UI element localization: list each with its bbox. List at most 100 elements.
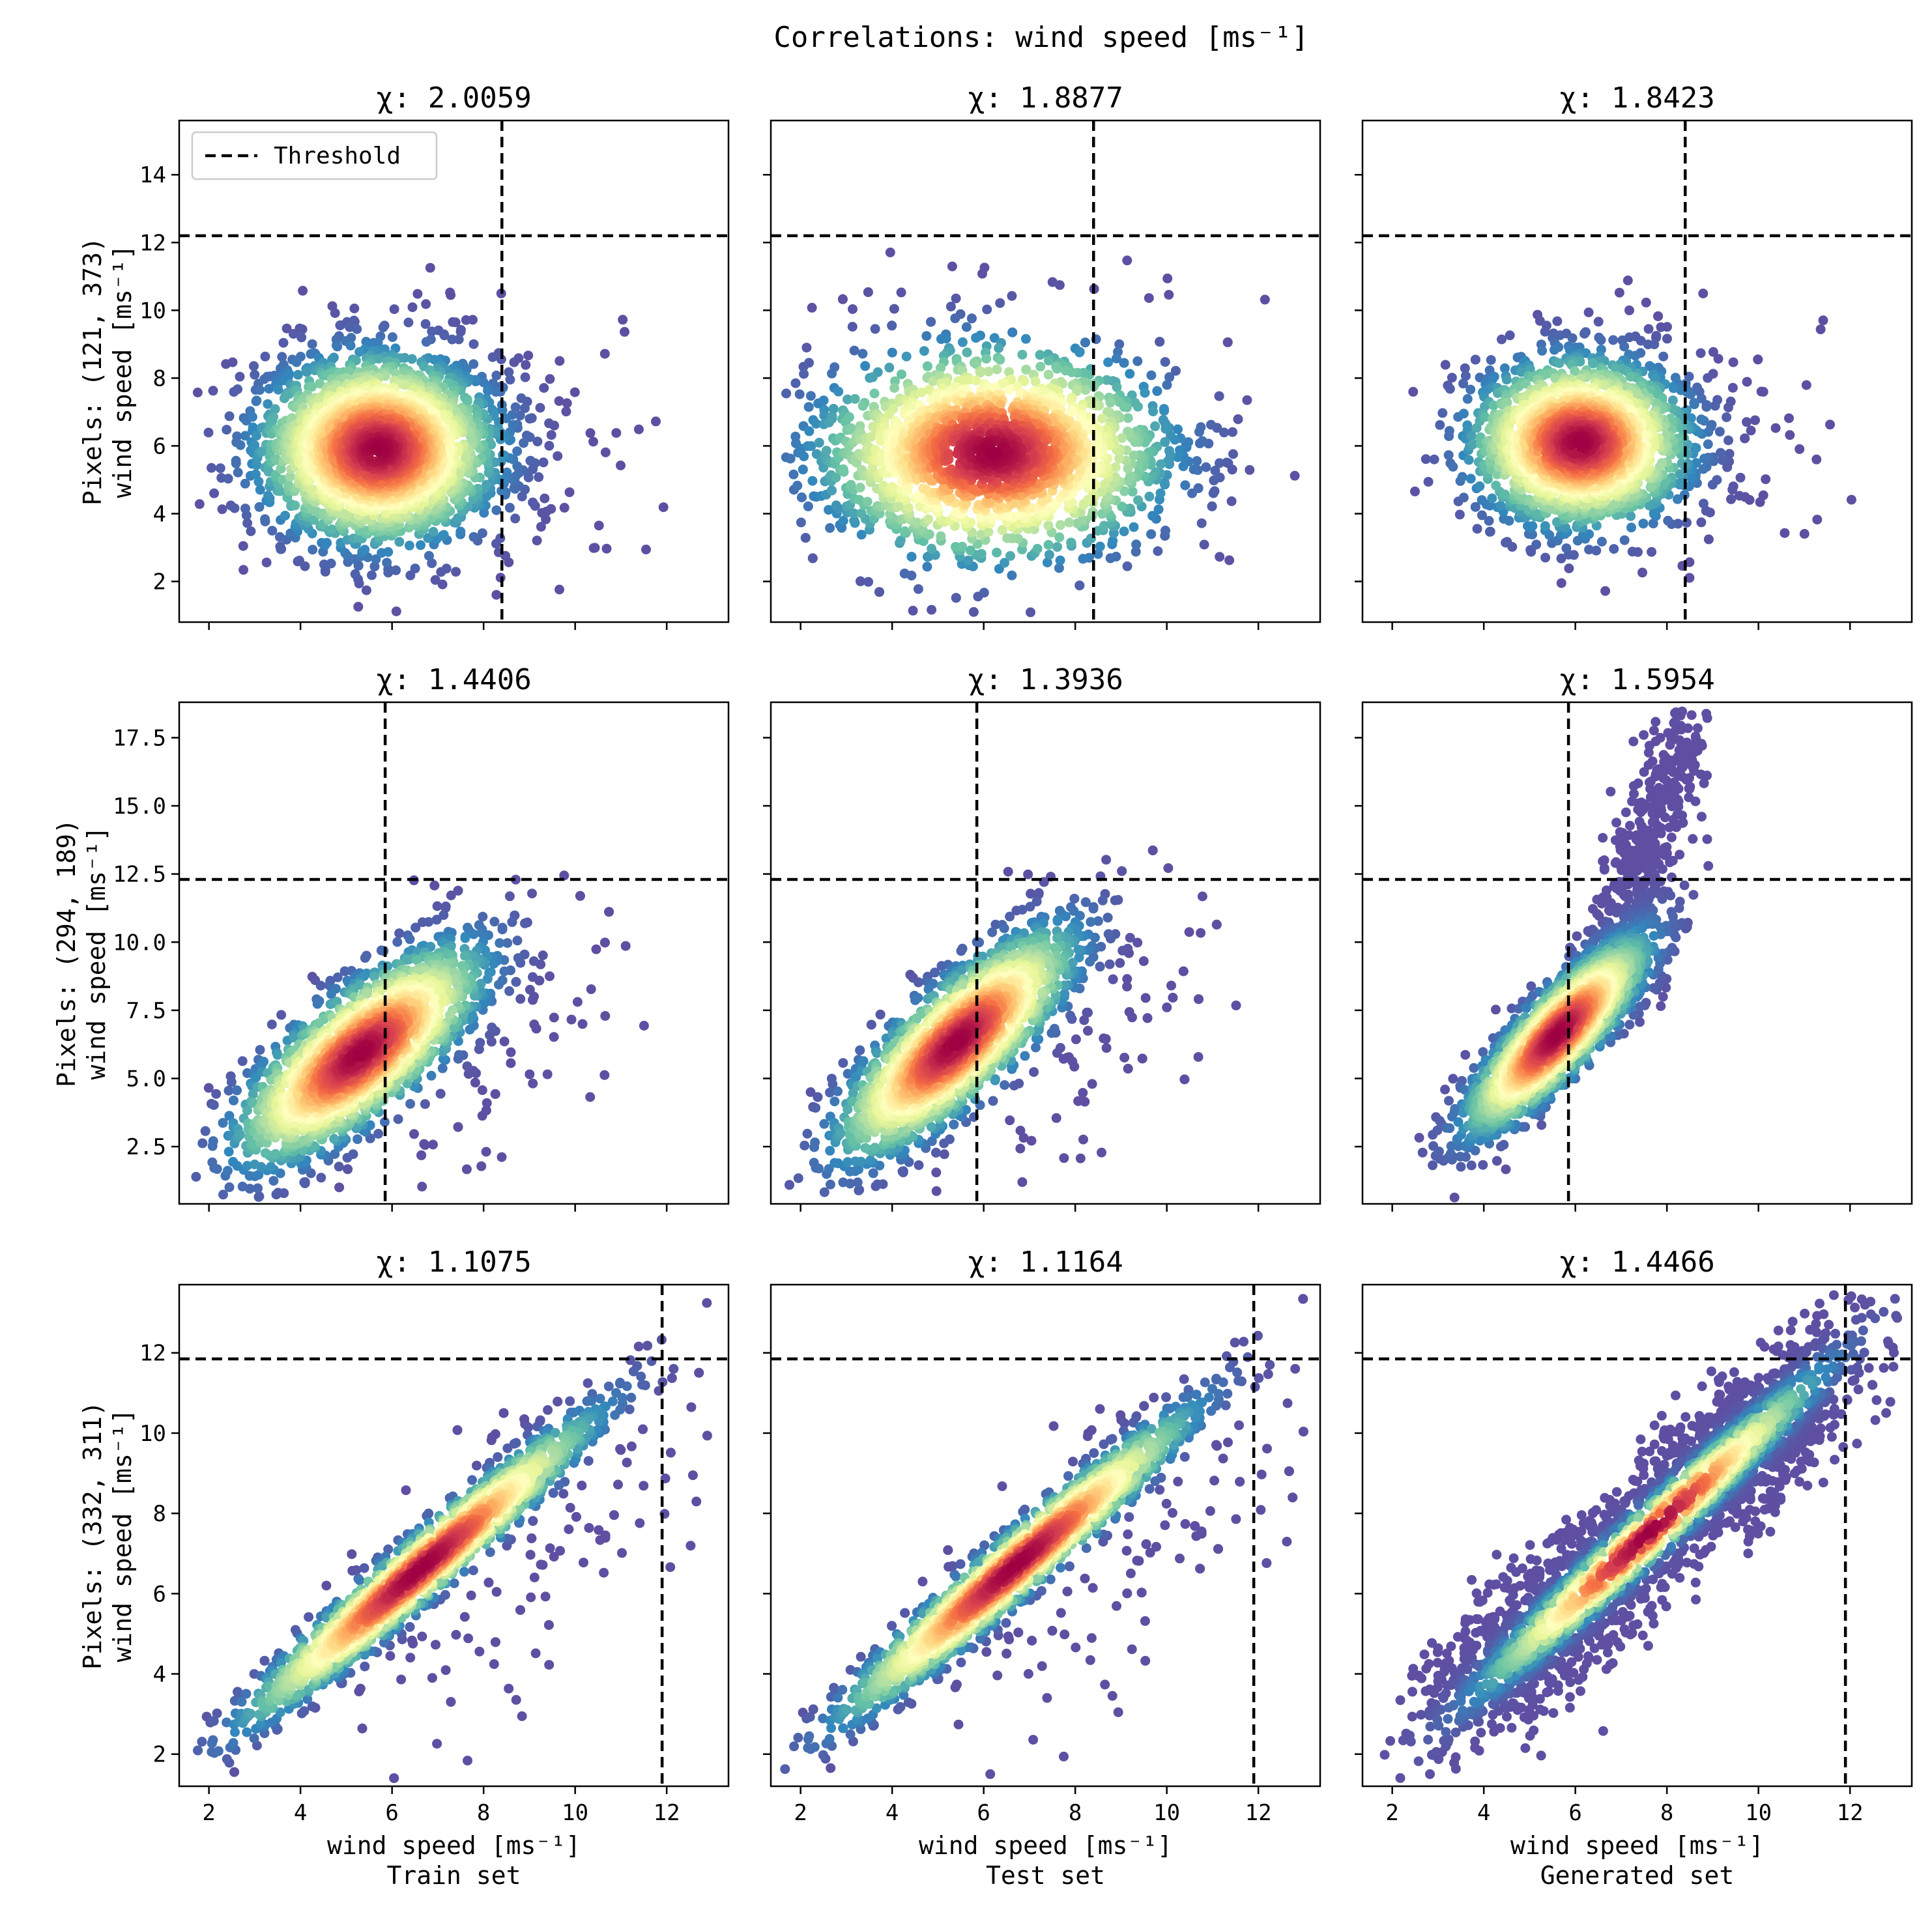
scatter-point [1080,337,1090,348]
scatter-point [1131,539,1142,550]
scatter-point [260,351,270,362]
scatter-point [1002,533,1013,543]
scatter-point [792,481,803,491]
scatter-point [599,349,610,359]
scatter-point [1125,471,1136,481]
y-tick-label: 8 [153,365,166,392]
scatter-point [254,502,265,512]
scatter-point [796,517,806,528]
scatter-point [1093,549,1103,559]
scatter-point [291,357,302,367]
scatter-point [483,386,493,396]
scatter-point [1119,526,1129,537]
scatter-point [1129,522,1139,532]
scatter-point [249,361,259,371]
scatter-point [818,463,829,473]
scatter-point [491,370,502,380]
scatter-point [1097,414,1107,423]
scatter-point [538,457,549,468]
scatter-point [1152,386,1162,396]
scatter-point [389,304,399,315]
scatter-point [1007,327,1018,337]
scatter-point [875,436,886,446]
scatter-point [849,345,859,356]
scatter-point [1215,458,1224,468]
scatter-point [455,526,466,537]
scatter-point [1044,550,1054,560]
scatter-point [263,399,273,409]
scatter-point [995,354,1005,365]
scatter-point [1054,563,1064,573]
scatter-point [1150,421,1161,431]
scatter-point [469,359,479,369]
scatter-point [798,464,808,475]
scatter-points [192,263,669,616]
scatter-point [860,361,871,371]
scatter-point [412,289,423,299]
scatter-point [941,334,951,344]
scatter-point [1055,520,1065,530]
scatter-point [209,488,220,498]
scatter-point [788,469,799,479]
scatter-point [555,584,564,595]
scatter-point [807,302,817,313]
scatter-point [1187,488,1197,498]
scatter-point [240,478,250,489]
scatter-point [1021,364,1031,375]
scatter-point [936,531,946,541]
scatter-point [781,388,792,399]
scatter-point [944,449,954,459]
scatter-point [1123,413,1133,423]
scatter-point [261,557,272,567]
scatter-point [1054,532,1065,543]
scatter-point [1260,294,1270,305]
scatter-point [989,333,1000,343]
scatter-point [961,322,972,332]
scatter-point [1148,406,1159,417]
scatter-point [532,436,543,447]
scatter-point [1117,433,1127,443]
scatter-point [804,426,815,436]
scatter-point [564,487,575,498]
scatter-point [951,506,961,517]
scatter-point [885,248,895,257]
scatter-point [561,406,571,417]
y-tick-label: 14 [139,162,166,188]
scatter-point [515,410,525,421]
scatter-point [1108,535,1118,546]
scatter-point [295,556,304,565]
scatter-point [794,389,805,399]
scatter-point [354,347,365,357]
scatter-point [1159,405,1170,416]
scatter-point [227,357,238,367]
scatter-point [559,502,570,513]
scatter-point [803,402,814,412]
scatter-point [307,382,317,392]
scatter-point [979,588,989,598]
scatter-point [224,411,235,421]
scatter-point [1161,423,1171,434]
scatter-point [845,425,856,435]
scatter-point [1160,357,1170,367]
scatter-point [242,518,253,528]
axes-frame [178,119,730,623]
scatter-point [785,453,796,464]
scatter-point [322,537,332,548]
scatter-point [251,469,261,479]
scatter-point [866,432,876,442]
scatter-point [620,326,629,337]
scatter-point [1164,446,1174,456]
scatter-point [1117,502,1127,512]
scatter-point [1129,450,1139,461]
scatter-point [461,315,471,325]
scatter-point [805,391,816,401]
scatter-point [544,440,555,451]
scatter-point [253,476,264,487]
scatter-point [947,261,957,272]
scatter-point [850,393,860,404]
scatter-point [963,555,973,565]
scatter-point [1095,541,1105,552]
scatter-point [439,330,450,341]
